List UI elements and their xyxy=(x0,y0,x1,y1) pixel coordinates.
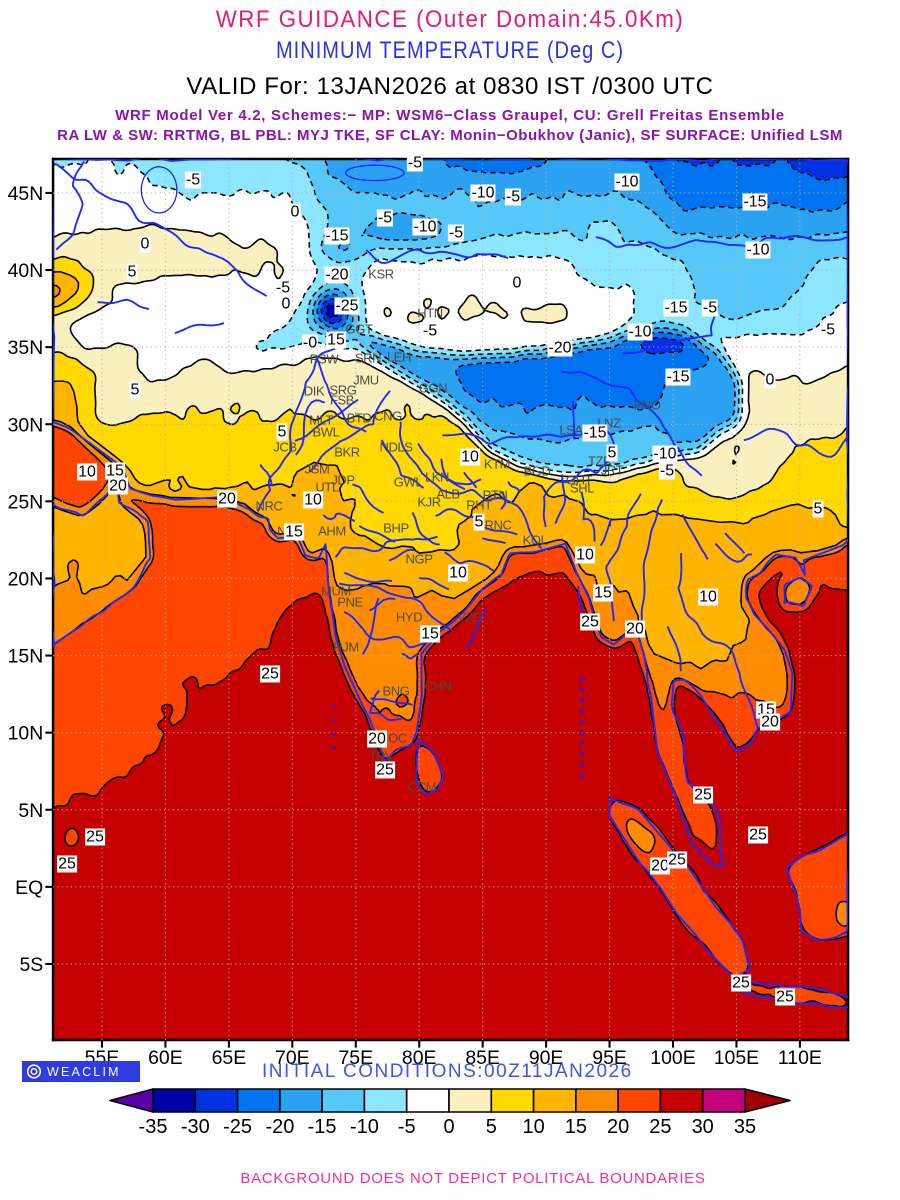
svg-text:-35: -35 xyxy=(139,1116,168,1138)
svg-text:110E: 110E xyxy=(778,1047,822,1069)
svg-text:0: 0 xyxy=(443,1116,454,1138)
svg-text:65E: 65E xyxy=(212,1047,247,1069)
svg-text:EQ: EQ xyxy=(15,877,43,899)
svg-text:60E: 60E xyxy=(148,1047,183,1069)
svg-text:20N: 20N xyxy=(8,568,44,590)
svg-text:85E: 85E xyxy=(465,1047,500,1069)
svg-text:45N: 45N xyxy=(8,183,44,205)
svg-text:-30: -30 xyxy=(181,1116,210,1138)
svg-text:5: 5 xyxy=(486,1116,497,1138)
svg-text:70E: 70E xyxy=(275,1047,310,1069)
svg-text:75E: 75E xyxy=(338,1047,373,1069)
svg-text:-15: -15 xyxy=(308,1116,337,1138)
svg-text:30: 30 xyxy=(692,1116,714,1138)
svg-text:25: 25 xyxy=(649,1116,671,1138)
svg-text:30N: 30N xyxy=(8,414,44,436)
svg-text:10: 10 xyxy=(522,1116,544,1138)
svg-text:25N: 25N xyxy=(8,491,44,513)
svg-text:40N: 40N xyxy=(8,260,44,282)
svg-text:95E: 95E xyxy=(592,1047,627,1069)
svg-text:15: 15 xyxy=(565,1116,587,1138)
svg-text:-25: -25 xyxy=(223,1116,252,1138)
svg-text:35: 35 xyxy=(734,1116,756,1138)
svg-text:-20: -20 xyxy=(265,1116,294,1138)
svg-text:100E: 100E xyxy=(650,1047,695,1069)
svg-text:90E: 90E xyxy=(529,1047,564,1069)
svg-text:5S: 5S xyxy=(19,954,43,976)
svg-text:80E: 80E xyxy=(402,1047,437,1069)
svg-text:105E: 105E xyxy=(714,1047,759,1069)
svg-text:20: 20 xyxy=(607,1116,629,1138)
svg-text:-10: -10 xyxy=(350,1116,379,1138)
svg-text:5N: 5N xyxy=(18,800,43,822)
svg-text:15N: 15N xyxy=(8,646,44,668)
svg-text:-5: -5 xyxy=(398,1116,416,1138)
svg-text:35N: 35N xyxy=(8,337,44,359)
svg-text:10N: 10N xyxy=(8,723,44,745)
